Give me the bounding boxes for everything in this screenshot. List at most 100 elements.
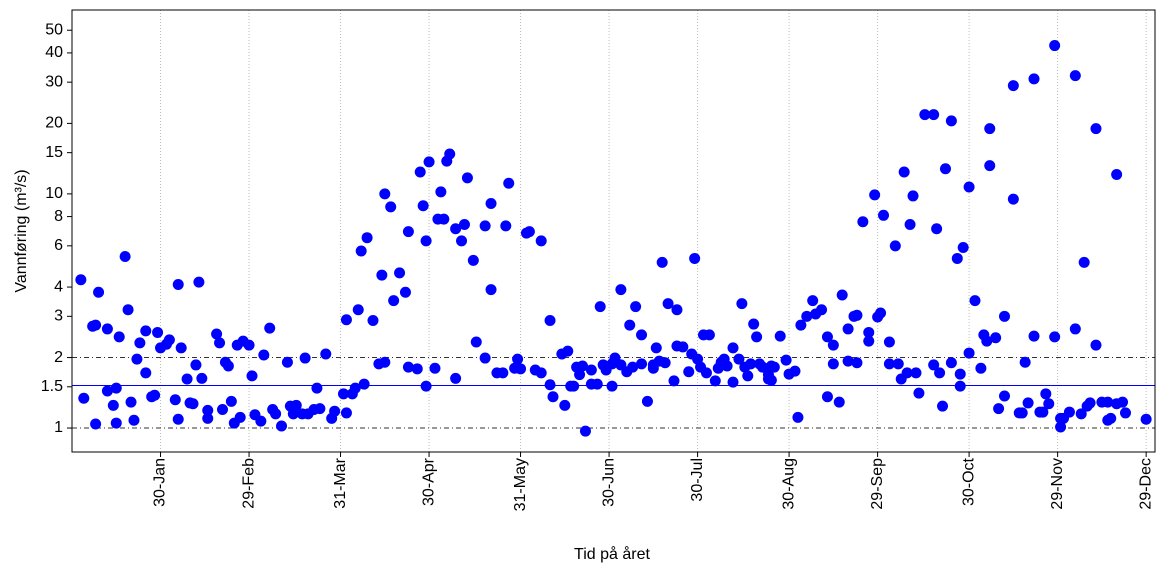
point	[187, 398, 199, 410]
point	[615, 284, 627, 296]
point	[458, 219, 470, 231]
point	[579, 425, 591, 437]
point	[128, 414, 140, 426]
y-tick-label: 30	[45, 73, 63, 90]
point	[1105, 412, 1117, 424]
point	[999, 310, 1011, 322]
point	[234, 411, 246, 423]
point	[349, 382, 361, 394]
point	[355, 245, 367, 257]
point	[907, 190, 919, 202]
point	[1028, 73, 1040, 85]
point	[1007, 80, 1019, 92]
point	[485, 284, 497, 296]
point	[928, 359, 940, 371]
point	[765, 374, 777, 386]
point	[535, 367, 547, 379]
point	[202, 412, 214, 424]
point	[768, 361, 780, 373]
point	[163, 334, 175, 346]
point	[515, 363, 527, 375]
point	[954, 368, 966, 380]
point	[863, 326, 875, 338]
point	[503, 177, 515, 189]
point	[878, 209, 890, 221]
point	[1090, 339, 1102, 351]
point	[851, 309, 863, 321]
y-tick-label: 6	[54, 237, 63, 254]
point	[1016, 407, 1028, 419]
point	[999, 390, 1011, 402]
point	[110, 382, 122, 394]
point	[751, 331, 763, 343]
point	[1075, 408, 1087, 420]
point	[376, 269, 388, 281]
x-tick-label: 29-Sep	[869, 458, 886, 510]
point	[559, 399, 571, 411]
point	[438, 213, 450, 225]
y-tick-label: 2	[54, 349, 63, 366]
point	[939, 163, 951, 175]
point	[399, 286, 411, 298]
point	[892, 358, 904, 370]
x-tick-label: 29-Nov	[1049, 458, 1066, 510]
x-tick-label: 29-Feb	[240, 458, 257, 509]
point	[152, 326, 164, 338]
point	[467, 254, 479, 266]
point	[202, 404, 214, 416]
point	[919, 109, 931, 121]
point	[984, 160, 996, 172]
x-axis-label: Tid på året	[574, 545, 650, 563]
point	[934, 367, 946, 379]
point	[90, 418, 102, 430]
point	[512, 353, 524, 365]
point	[470, 336, 482, 348]
point	[385, 201, 397, 213]
x-tick-label: 30-Jun	[600, 458, 617, 507]
x-tick-label: 30-Jul	[689, 458, 706, 502]
point	[945, 115, 957, 127]
point	[689, 252, 701, 264]
point	[1084, 397, 1096, 409]
point	[668, 375, 680, 387]
point	[913, 387, 925, 399]
point	[225, 395, 237, 407]
point	[1117, 396, 1129, 408]
point	[969, 295, 981, 307]
point	[937, 400, 949, 412]
point	[216, 403, 228, 415]
point	[107, 399, 119, 411]
point	[379, 356, 391, 368]
x-tick-label: 30-Aug	[780, 458, 797, 510]
point	[461, 172, 473, 184]
point	[320, 348, 332, 360]
point	[420, 235, 432, 247]
point	[258, 349, 270, 361]
point	[700, 367, 712, 379]
point	[485, 197, 497, 209]
point	[388, 295, 400, 307]
x-tick-label: 30-Apr	[420, 457, 437, 506]
point	[379, 188, 391, 200]
point	[523, 226, 535, 238]
point	[450, 223, 462, 235]
point	[175, 342, 187, 354]
point	[450, 372, 462, 384]
point	[842, 323, 854, 335]
y-tick-label: 10	[45, 185, 63, 202]
point	[745, 358, 757, 370]
point	[736, 298, 748, 310]
point	[562, 345, 574, 357]
point	[113, 331, 125, 343]
point	[1119, 407, 1131, 419]
x-tick-label: 30-Jan	[152, 458, 169, 507]
point	[662, 298, 674, 310]
point	[1022, 397, 1034, 409]
point	[721, 360, 733, 372]
point	[945, 357, 957, 369]
y-tick-label: 1.5	[41, 378, 63, 395]
point	[904, 219, 916, 231]
point	[636, 358, 648, 370]
y-axis-label: Vannføring (m³/s)	[13, 169, 30, 292]
point	[990, 332, 1002, 344]
